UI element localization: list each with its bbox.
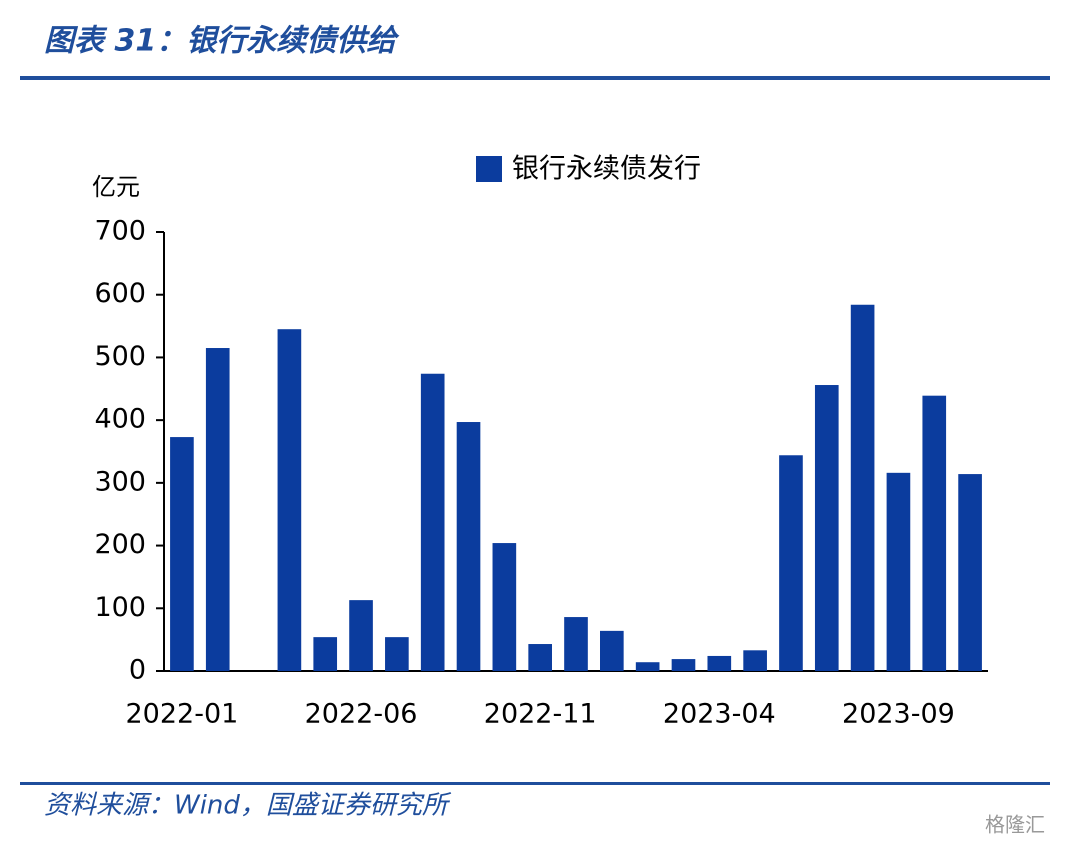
bar (205, 348, 230, 671)
bar (600, 630, 624, 671)
bar (170, 437, 194, 671)
bar (958, 474, 982, 671)
bar (528, 644, 552, 671)
y-tick-label: 0 (129, 655, 146, 686)
legend-swatch (476, 156, 502, 182)
y-tick-label: 100 (94, 592, 146, 623)
bar (743, 650, 767, 671)
x-tick-label: 2023-09 (842, 699, 955, 730)
title-rule (20, 76, 1050, 80)
legend-label: 银行永续债发行 (512, 154, 701, 185)
watermark: 格隆汇 (985, 813, 1045, 837)
x-tick-label: 2022-06 (305, 699, 418, 730)
bar (707, 655, 732, 671)
bar (349, 600, 373, 671)
bar (420, 373, 445, 671)
y-axis-label: 亿元 (92, 173, 140, 201)
source: 资料来源：Wind，国盛证券研究所 (44, 791, 452, 821)
y-tick-label: 300 (94, 466, 146, 497)
y-tick-label: 500 (94, 341, 146, 372)
bar (277, 329, 302, 671)
bar (922, 395, 947, 671)
bar (456, 422, 481, 671)
bar (779, 455, 803, 671)
bar (385, 637, 409, 671)
bar (671, 659, 696, 671)
y-tick-label: 700 (94, 216, 146, 247)
x-tick-label: 2022-01 (126, 699, 239, 730)
x-tick-label: 2022-11 (484, 699, 597, 730)
bar (313, 637, 338, 671)
bar (635, 662, 660, 671)
bar (564, 617, 588, 671)
y-tick-label: 600 (94, 278, 146, 309)
page-title: 图表 31：银行永续债供给 (44, 24, 400, 59)
y-tick-label: 400 (94, 404, 146, 435)
y-tick-label: 200 (94, 529, 146, 560)
bar (814, 385, 839, 671)
x-tick-label: 2023-04 (663, 699, 776, 730)
footer-rule (20, 782, 1050, 785)
bar (492, 543, 517, 671)
bar (850, 304, 875, 671)
bar (886, 472, 911, 671)
